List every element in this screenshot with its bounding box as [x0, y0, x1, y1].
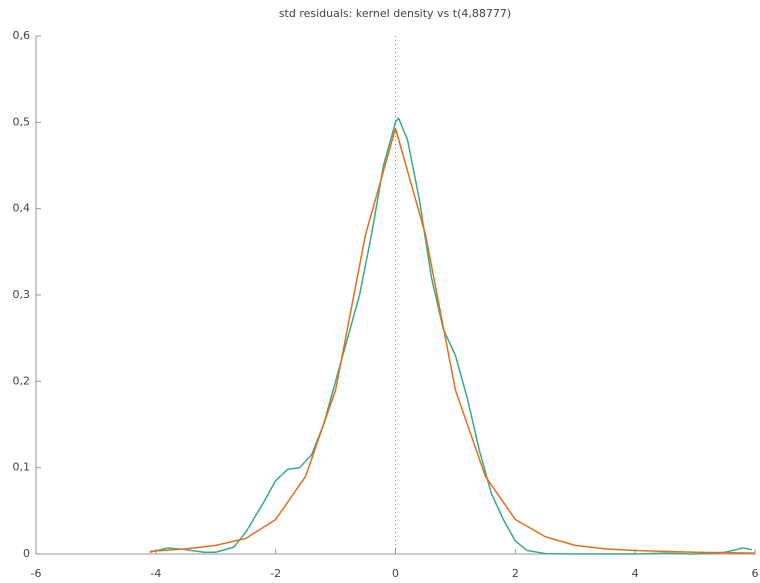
x-tick-label: 2: [512, 567, 519, 580]
y-tick-label: 0: [23, 547, 30, 560]
chart-title: std residuals: kernel density vs t(4,887…: [279, 7, 511, 20]
y-tick-label: 0,3: [13, 288, 31, 301]
x-tick-label: 6: [752, 567, 759, 580]
y-tick-label: 0,1: [13, 461, 31, 474]
x-tick-label: -2: [270, 567, 281, 580]
x-tick-label: 4: [632, 567, 639, 580]
x-tick-label: -4: [150, 567, 161, 580]
y-tick-label: 0,4: [13, 202, 31, 215]
x-tick-label: 0: [392, 567, 399, 580]
y-tick-label: 0,6: [13, 29, 31, 42]
density-line: [149, 127, 756, 554]
density-line: [149, 117, 753, 555]
y-tick-label: 0,5: [13, 115, 31, 128]
y-tick-label: 0,2: [13, 374, 31, 387]
x-tick-label: -6: [31, 567, 42, 580]
